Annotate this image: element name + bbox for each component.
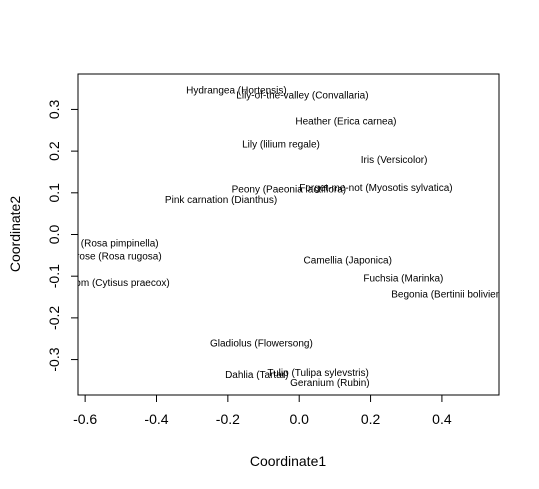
x-tick-label: -0.6 [73,411,97,427]
x-tick-label: 0.2 [361,411,381,427]
y-tick-label: -0.3 [46,347,62,371]
point-label: Begonia (Bertinii boliviensis) [391,289,517,300]
point-label: Gladiolus (Flowersong) [210,339,313,350]
point-label: Lily-of-the-valley (Convallaria) [236,91,368,102]
point-label: Broom (Cytisus praecox) [60,278,170,289]
x-tick-label: -0.4 [144,411,168,427]
point-label: Hydrangea (Hortensis) [186,86,287,97]
y-tick-label: -0.2 [46,306,62,330]
y-tick-label: -0.1 [46,264,62,288]
x-tick-label: 0.0 [289,411,309,427]
y-tick-label: 0.2 [46,141,62,161]
y-tick-label: 0.0 [46,225,62,245]
point-label: Lily (lilium regale) [242,139,320,150]
point-label: Pink carnation (Dianthus) [165,195,277,206]
y-axis-title: Coordinate2 [7,196,23,272]
point-label: Red rose (Rosa rugosa) [55,252,162,263]
point-label: Fuchsia (Marinka) [363,274,443,285]
point-label: Camellia (Japonica) [304,255,392,266]
y-axis: -0.3 -0.2 -0.1 0.0 0.1 0.2 0.3 [46,99,79,372]
point-label: Peony (Paeonia lactiflora) [232,184,347,195]
point-label: Geranium (Rubin) [290,378,369,389]
point-label: Dahlia (Tartar) [225,370,288,381]
x-axis-title: Coordinate1 [250,453,326,469]
point-labels: Hydrangea (Hortensis)Lily-of-the-valley … [25,86,517,390]
x-tick-label: 0.4 [432,411,452,427]
point-label: Scotch rose (Rosa pimpinella) [25,239,158,250]
y-tick-label: 0.3 [46,99,62,119]
point-label: Iris (Versicolor) [361,155,428,166]
point-label: Heather (Erica carnea) [295,116,396,127]
y-tick-label: 0.1 [46,183,62,203]
point-label: Tulip (Tulipa sylevstris) [267,368,369,379]
x-axis: -0.6 -0.4 -0.2 0.0 0.2 0.4 [73,394,452,427]
point-label: Forget-me-not (Myosotis sylvatica) [299,183,452,194]
x-tick-label: -0.2 [216,411,240,427]
